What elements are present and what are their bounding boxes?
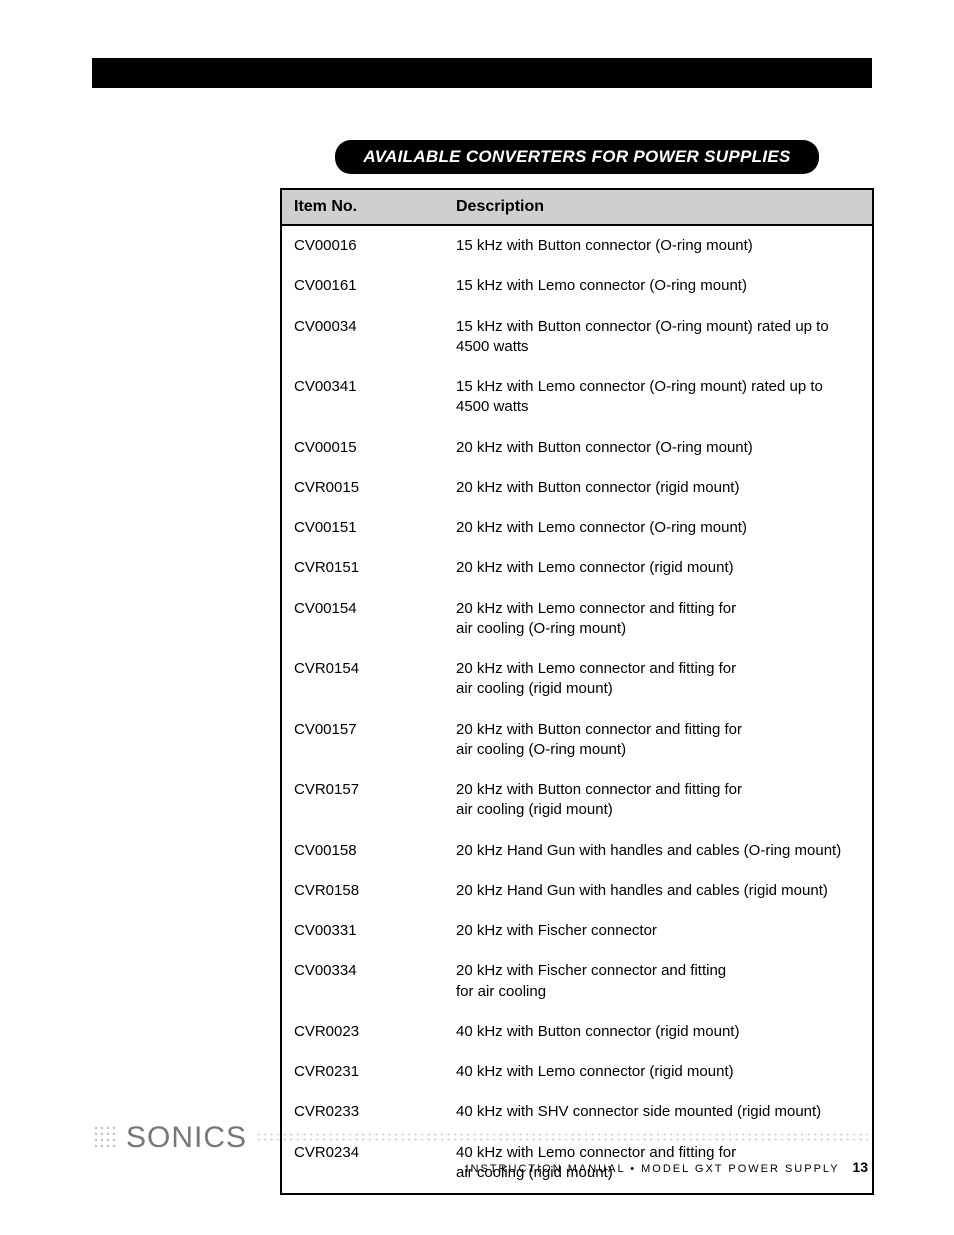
cell-item-no: CV00015 (281, 428, 444, 468)
table-row: CV0015420 kHz with Lemo connector and fi… (281, 589, 873, 650)
table-head: Item No. Description (281, 189, 873, 225)
cell-description: 40 kHz with Lemo connector (rigid mount) (444, 1052, 873, 1092)
table-header-row: Item No. Description (281, 189, 873, 225)
table-row: CV0001520 kHz with Button connector (O-r… (281, 428, 873, 468)
cell-description: 20 kHz Hand Gun with handles and cables … (444, 831, 873, 871)
cell-description: 20 kHz with Lemo connector and fitting f… (444, 589, 873, 650)
table-row: CV0015120 kHz with Lemo connector (O-rin… (281, 508, 873, 548)
page-footer: SONICS INSTRUCTION MANUAL • MODEL GXT PO… (92, 1121, 868, 1175)
footer-logo-row: SONICS (92, 1121, 868, 1155)
page: AVAILABLE CONVERTERS FOR POWER SUPPLIES … (0, 0, 954, 1235)
col-header-description: Description (444, 189, 873, 225)
footer-dotline-icon (257, 1133, 868, 1143)
cell-item-no: CVR0157 (281, 770, 444, 831)
cell-item-no: CV00331 (281, 911, 444, 951)
table-row: CVR001520 kHz with Button connector (rig… (281, 468, 873, 508)
cell-description: 20 kHz with Button connector and fitting… (444, 710, 873, 771)
cell-description: 20 kHz with Fischer connector (444, 911, 873, 951)
cell-item-no: CVR0023 (281, 1012, 444, 1052)
cell-item-no: CVR0151 (281, 548, 444, 588)
table-row: CVR015420 kHz with Lemo connector and fi… (281, 649, 873, 710)
cell-item-no: CV00157 (281, 710, 444, 771)
cell-item-no: CV00158 (281, 831, 444, 871)
page-number: 13 (852, 1159, 868, 1175)
cell-item-no: CVR0015 (281, 468, 444, 508)
col-header-item-no: Item No. (281, 189, 444, 225)
cell-item-no: CV00161 (281, 266, 444, 306)
table-row: CV0034115 kHz with Lemo connector (O-rin… (281, 367, 873, 428)
section-title-wrap: AVAILABLE CONVERTERS FOR POWER SUPPLIES (280, 140, 874, 188)
cell-item-no: CV00034 (281, 307, 444, 368)
table-row: CVR015120 kHz with Lemo connector (rigid… (281, 548, 873, 588)
cell-item-no: CVR0154 (281, 649, 444, 710)
cell-description: 15 kHz with Button connector (O-ring mou… (444, 225, 873, 266)
cell-description: 20 kHz with Lemo connector (O-ring mount… (444, 508, 873, 548)
table-row: CVR015720 kHz with Button connector and … (281, 770, 873, 831)
cell-item-no: CV00154 (281, 589, 444, 650)
table-row: CV0003415 kHz with Button connector (O-r… (281, 307, 873, 368)
table-row: CV0001615 kHz with Button connector (O-r… (281, 225, 873, 266)
cell-description: 15 kHz with Lemo connector (O-ring mount… (444, 367, 873, 428)
cell-description: 20 kHz with Lemo connector (rigid mount) (444, 548, 873, 588)
table-row: CVR002340 kHz with Button connector (rig… (281, 1012, 873, 1052)
table-row: CV0033120 kHz with Fischer connector (281, 911, 873, 951)
cell-description: 20 kHz Hand Gun with handles and cables … (444, 871, 873, 911)
cell-item-no: CV00341 (281, 367, 444, 428)
table-row: CV0016115 kHz with Lemo connector (O-rin… (281, 266, 873, 306)
cell-description: 20 kHz with Fischer connector and fittin… (444, 951, 873, 1012)
table-body: CV0001615 kHz with Button connector (O-r… (281, 225, 873, 1194)
cell-item-no: CVR0158 (281, 871, 444, 911)
top-header-bar (92, 58, 872, 88)
converters-table: Item No. Description CV0001615 kHz with … (280, 188, 874, 1195)
cell-description: 20 kHz with Lemo connector and fitting f… (444, 649, 873, 710)
logo-text: SONICS (126, 1121, 247, 1155)
cell-description: 15 kHz with Button connector (O-ring mou… (444, 307, 873, 368)
table-row: CV0033420 kHz with Fischer connector and… (281, 951, 873, 1012)
cell-description: 20 kHz with Button connector (rigid moun… (444, 468, 873, 508)
logo-dots-icon (92, 1124, 120, 1152)
table-row: CVR015820 kHz Hand Gun with handles and … (281, 871, 873, 911)
footer-manual-text: INSTRUCTION MANUAL • MODEL GXT POWER SUP… (466, 1163, 840, 1175)
cell-description: 40 kHz with Button connector (rigid moun… (444, 1012, 873, 1052)
table-row: CV0015820 kHz Hand Gun with handles and … (281, 831, 873, 871)
table-row: CV0015720 kHz with Button connector and … (281, 710, 873, 771)
table-row: CVR023140 kHz with Lemo connector (rigid… (281, 1052, 873, 1092)
section-title-pill: AVAILABLE CONVERTERS FOR POWER SUPPLIES (335, 140, 818, 174)
cell-item-no: CV00334 (281, 951, 444, 1012)
footer-line: INSTRUCTION MANUAL • MODEL GXT POWER SUP… (92, 1159, 868, 1175)
cell-description: 20 kHz with Button connector (O-ring mou… (444, 428, 873, 468)
cell-item-no: CV00016 (281, 225, 444, 266)
cell-item-no: CVR0231 (281, 1052, 444, 1092)
cell-item-no: CV00151 (281, 508, 444, 548)
content-area: AVAILABLE CONVERTERS FOR POWER SUPPLIES … (280, 140, 874, 1195)
cell-description: 20 kHz with Button connector and fitting… (444, 770, 873, 831)
cell-description: 15 kHz with Lemo connector (O-ring mount… (444, 266, 873, 306)
